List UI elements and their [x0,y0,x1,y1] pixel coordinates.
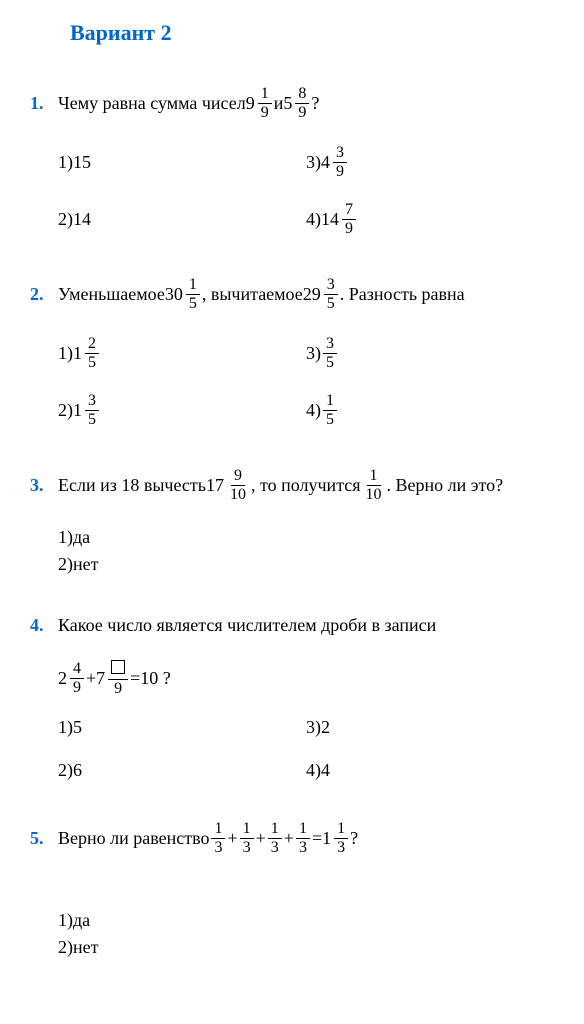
answers: 1) да 2) нет [58,910,554,958]
blank-box [111,660,125,674]
answer-option: 2) 14 [58,202,306,237]
equation: 249+79=10 ? [58,660,554,697]
question-number: 1. [30,93,58,114]
problem: 4.Какое число является числителем дроби … [30,615,554,781]
answer-option: 4) 1479 [306,202,554,237]
answer-option: 1) 5 [58,717,306,738]
problem: 5.Верно ли равенство 13+13+13+13=113 ? 1)… [30,821,554,958]
question-number: 2. [30,284,58,305]
mixed-fraction: 15 [321,393,339,428]
answers: 1) 1253) 352) 1354) 15 [58,336,554,428]
mixed-fraction: 589 [283,86,311,121]
answer-option: 3) 35 [306,336,554,371]
problem: 1.Чему равна сумма чисел 919 и 589 ? 1) 1… [30,86,554,237]
mixed-fraction: 1479 [321,202,358,237]
mixed-fraction: 3015 [165,277,202,312]
mixed-fraction: 919 [246,86,274,121]
question-text: Верно ли равенство 13+13+13+13=113 ? [58,821,358,856]
problems-container: 1.Чему равна сумма чисел 919 и 589 ? 1) 1… [30,86,554,958]
answer-option: 2) 6 [58,760,306,781]
answer-option: 1) 15 [58,145,306,180]
answer-option: 2) 135 [58,393,306,428]
mixed-fraction: 249 [58,661,86,696]
answer-option: 3) 439 [306,145,554,180]
mixed-fraction: 13 [238,821,256,856]
mixed-fraction: 17910 [206,468,251,503]
mixed-fraction: 13 [294,821,312,856]
problem: 2.Уменьшаемое 3015 , вычитаемое 2935 . Р… [30,277,554,428]
answer-option: 2) нет [58,554,554,575]
question-text: Если из 18 вычесть 17910 , то получится … [58,468,503,503]
mixed-fraction: 135 [73,393,101,428]
question-number: 5. [30,828,58,849]
answers: 1) 153) 4392) 144) 1479 [58,145,554,237]
answer-option: 2) нет [58,937,554,958]
mixed-fraction: 13 [266,821,284,856]
mixed-fraction: 2935 [303,277,340,312]
variant-header: Вариант 2 [70,20,554,46]
mixed-fraction: 110 [361,468,387,503]
mixed-fraction: 79 [96,660,130,697]
question-text: Какое число является числителем дроби в … [58,615,436,636]
answers: 1) 53) 2 2) 64) 4 [58,717,554,781]
answer-option: 1) 125 [58,336,306,371]
mixed-fraction: 35 [321,336,339,371]
answer-option: 4) 4 [306,760,554,781]
question-text: Уменьшаемое 3015 , вычитаемое 2935 . Раз… [58,277,465,312]
answers: 1) да 2) нет [58,527,554,575]
answer-option: 1) да [58,910,554,931]
mixed-fraction: 439 [321,145,349,180]
question-text: Чему равна сумма чисел 919 и 589 ? [58,86,319,121]
mixed-fraction: 13 [209,821,227,856]
question-number: 3. [30,475,58,496]
question-number: 4. [30,615,58,636]
mixed-fraction: 125 [73,336,101,371]
answer-option: 3) 2 [306,717,554,738]
answer-option: 4) 15 [306,393,554,428]
answer-option: 1) да [58,527,554,548]
mixed-fraction: 113 [322,821,350,856]
problem: 3.Если из 18 вычесть 17910 , то получитс… [30,468,554,575]
